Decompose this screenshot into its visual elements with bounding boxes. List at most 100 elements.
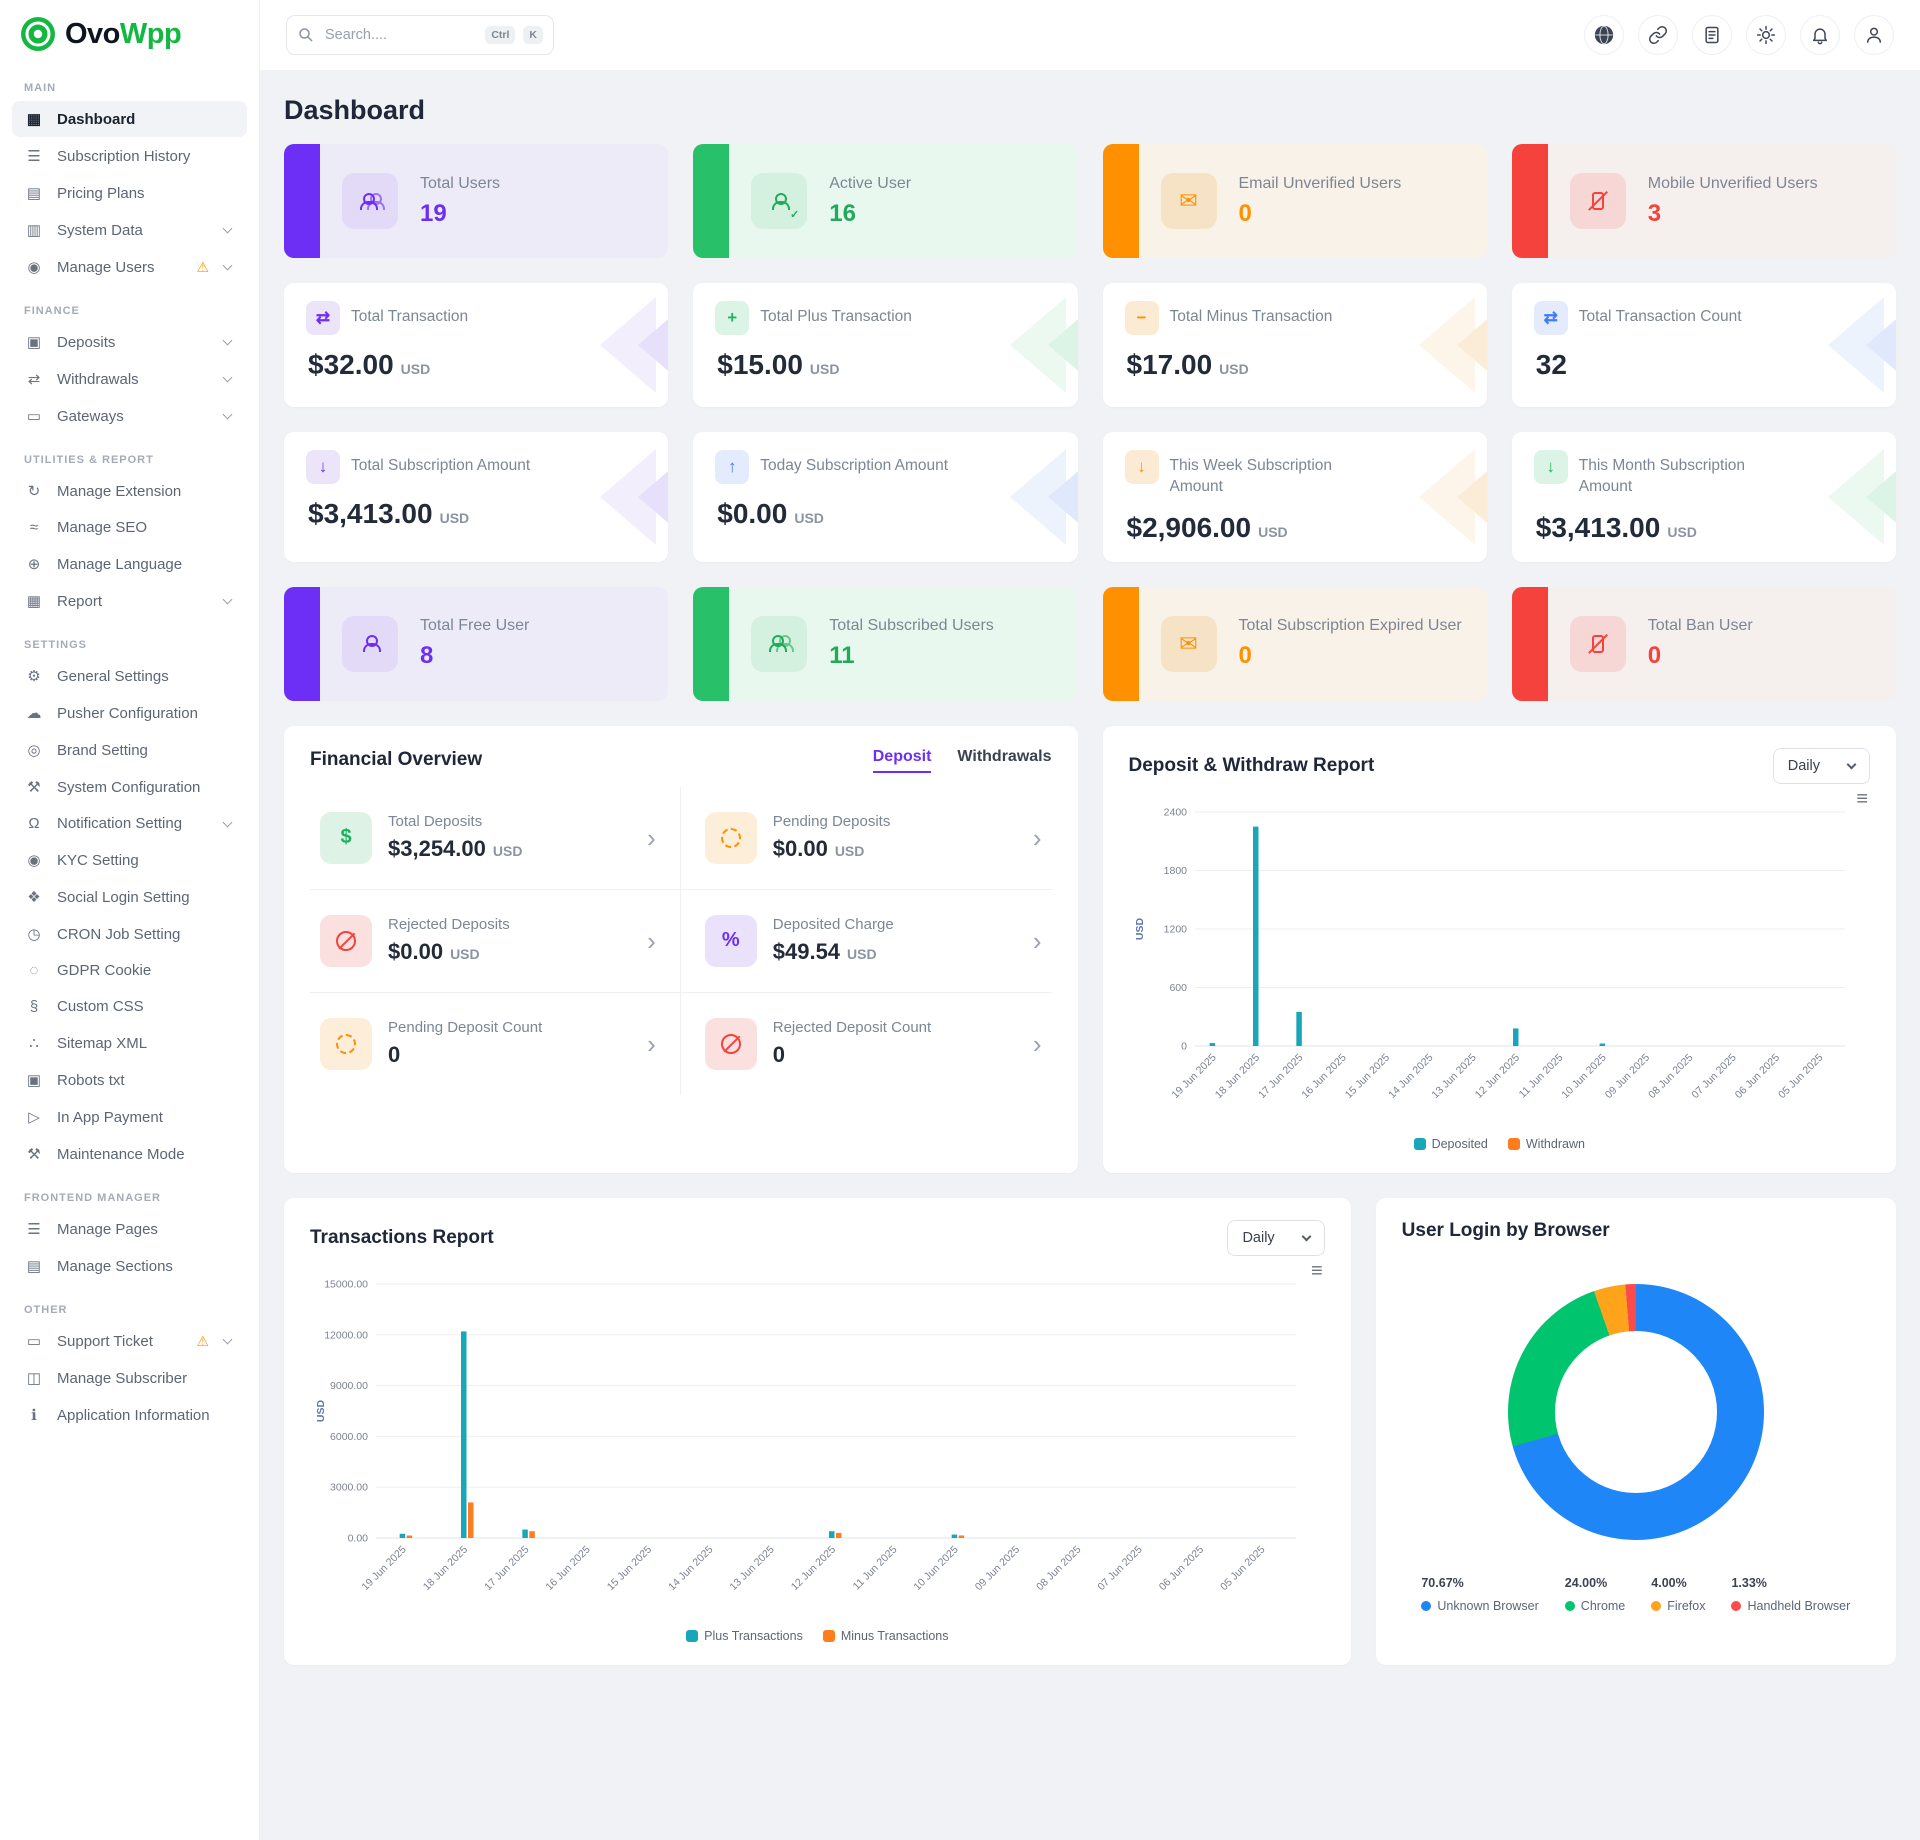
stat-card-label: Total Subscription Expired User (1238, 617, 1462, 635)
stat-card-total-subscription-amount[interactable]: ↓ Total Subscription Amount $3,413.00 USD (284, 432, 669, 562)
stat-card-total-transaction-count[interactable]: ⇄ Total Transaction Count 32 (1511, 283, 1896, 407)
legend-label: Withdrawn (1525, 1136, 1585, 1151)
stat-card-top: ↑ Today Subscription Amount (715, 450, 1055, 484)
stat-card-today-subscription-amount[interactable]: ↑ Today Subscription Amount $0.00 USD (693, 432, 1078, 562)
sidebar-item-maintenance-mode[interactable]: ⚒ Maintenance Mode (12, 1136, 247, 1172)
stat-card-text: Total Ban User 0 (1648, 617, 1753, 670)
sidebar-item-application-information[interactable]: ℹ Application Information (12, 1397, 247, 1433)
stat-card-total-ban-user[interactable]: Total Ban User 0 (1511, 586, 1896, 701)
sidebar-item-deposits[interactable]: ▣ Deposits (12, 324, 247, 360)
sidebar-item-subscription-history[interactable]: ☰ Subscription History (12, 138, 247, 174)
system-data-icon: ▥ (26, 222, 42, 239)
chevron-right-icon: › (647, 1028, 656, 1059)
stat-card-top: ↓ Total Subscription Amount (306, 450, 646, 484)
sidebar-item-manage-subscriber[interactable]: ◫ Manage Subscriber (12, 1360, 247, 1396)
chevron-down-icon (222, 594, 233, 605)
stat-card-value: 32 (1535, 349, 1567, 380)
search-box[interactable]: Ctrl K (286, 15, 554, 55)
stat-card-this-week-subscription-amount[interactable]: ↓ This Week Subscription Amount $2,906.00 U… (1102, 432, 1487, 562)
stat-card-total-free-user[interactable]: Total Free User 8 (284, 586, 669, 701)
financial-item-rejected-deposit-count[interactable]: Rejected Deposit Count 0 › (681, 993, 1052, 1095)
sidebar-item-support-ticket[interactable]: ▭ Support Ticket ⚠ (12, 1323, 247, 1359)
sidebar-item-manage-seo[interactable]: ≈ Manage SEO (12, 510, 247, 545)
stat-card-total-minus-transaction[interactable]: − Total Minus Transaction $17.00 USD (1102, 283, 1487, 407)
globe-button[interactable] (1584, 15, 1624, 55)
sidebar-item-label: Application Information (57, 1406, 210, 1424)
deposit-withdraw-range-select[interactable]: Daily (1772, 747, 1870, 784)
sidebar-item-kyc-setting[interactable]: ◉ KYC Setting (12, 842, 247, 878)
sidebar-item-custom-css[interactable]: § Custom CSS (12, 989, 247, 1024)
sidebar-item-system-configuration[interactable]: ⚒ System Configuration (12, 769, 247, 805)
stat-row: ⇄ Total Transaction $32.00 USD + Total Plus T… (284, 283, 1896, 407)
sidebar-item-manage-users[interactable]: ◉ Manage Users ⚠ (12, 249, 247, 285)
currency-unit: USD (847, 946, 877, 963)
sidebar-item-brand-setting[interactable]: ◎ Brand Setting (12, 732, 247, 768)
stat-card-total-transaction[interactable]: ⇄ Total Transaction $32.00 USD (284, 283, 669, 407)
stat-card-total-plus-transaction[interactable]: + Total Plus Transaction $15.00 USD (693, 283, 1078, 407)
globe-icon (1594, 25, 1614, 45)
sidebar-item-gdpr-cookie[interactable]: ◌ GDPR Cookie (12, 953, 247, 988)
search-input[interactable] (323, 26, 478, 44)
sidebar-item-manage-language[interactable]: ⊕ Manage Language (12, 546, 247, 582)
pusher-configuration-icon: ☁ (26, 705, 42, 722)
stat-card-label: Total Subscription Amount (351, 457, 531, 474)
financial-item-total-deposits[interactable]: $ Total Deposits $3,254.00 USD › (310, 786, 681, 890)
sidebar-item-label: Manage Subscriber (57, 1369, 188, 1387)
language-button[interactable] (1692, 15, 1732, 55)
financial-item-deposited-charge[interactable]: % Deposited Charge $49.54 USD › (680, 890, 1052, 993)
stat-card-total-users[interactable]: Total Users 19 (284, 144, 669, 258)
stat-card-this-month-subscription-amount[interactable]: ↓ This Month Subscription Amount $3,413.00… (1511, 432, 1896, 562)
sidebar-item-label: System Configuration (57, 778, 201, 796)
sidebar-item-social-login-setting[interactable]: ❖ Social Login Setting (12, 879, 247, 915)
sidebar-item-cron-job-setting[interactable]: ◷ CRON Job Setting (12, 916, 247, 952)
svg-text:07 Jun 2025: 07 Jun 2025 (1689, 1051, 1738, 1100)
sidebar-item-label: In App Payment (57, 1108, 163, 1126)
subscription-history-icon: ☰ (27, 148, 41, 165)
svg-text:08 Jun 2025: 08 Jun 2025 (1646, 1051, 1695, 1100)
profile-button[interactable] (1854, 15, 1894, 55)
sidebar-item-general-settings[interactable]: ⚙ General Settings (12, 658, 247, 694)
sidebar-item-manage-sections[interactable]: ▤ Manage Sections (12, 1248, 247, 1284)
transactions-range-select[interactable]: Daily (1227, 1219, 1325, 1256)
stat-card-total-subscribed-users[interactable]: Total Subscribed Users 11 (693, 586, 1078, 701)
sidebar-item-manage-extension[interactable]: ↻ Manage Extension (12, 473, 247, 509)
stat-card-value: 3 (1647, 199, 1662, 227)
sidebar-item-robots-txt[interactable]: ▣ Robots txt (12, 1062, 247, 1098)
theme-button[interactable] (1746, 15, 1786, 55)
sidebar-item-gateways[interactable]: ▭ Gateways (12, 398, 247, 434)
sidebar-item-label: System Data (57, 221, 143, 239)
legend-dot (1651, 1600, 1662, 1611)
link-button[interactable] (1638, 15, 1678, 55)
sidebar-item-report[interactable]: ▦ Report (12, 583, 247, 619)
brand[interactable]: OvoWpp (0, 0, 259, 62)
notifications-button[interactable] (1800, 15, 1840, 55)
accent-strip (284, 586, 320, 701)
stat-card-value: $2,906.00 USD (1126, 511, 1288, 543)
manage-pages-icon: ☰ (27, 1221, 41, 1238)
stat-card-email-unverified-users[interactable]: ✉ Email Unverified Users 0 (1102, 144, 1487, 258)
chart-menu-icon[interactable]: ≡ (1311, 1259, 1323, 1282)
sidebar-item-pusher-configuration[interactable]: ☁ Pusher Configuration (12, 695, 247, 731)
legend-swatch (822, 1629, 835, 1642)
financial-item-rejected-deposits[interactable]: Rejected Deposits $0.00 USD › (310, 889, 681, 993)
financial-item-pending-deposits[interactable]: Pending Deposits $0.00 USD › (680, 787, 1052, 890)
tab-withdrawals[interactable]: Withdrawals (957, 747, 1052, 765)
sidebar-item-withdrawals[interactable]: ⇄ Withdrawals (12, 361, 247, 397)
sidebar-item-sitemap-xml[interactable]: ∴ Sitemap XML (12, 1025, 247, 1061)
sidebar-item-pricing-plans[interactable]: ▤ Pricing Plans (12, 175, 247, 211)
sidebar-item-manage-pages[interactable]: ☰ Manage Pages (12, 1211, 247, 1247)
legend-item: Minus Transactions (822, 1629, 949, 1643)
stat-card-mobile-unverified-users[interactable]: Mobile Unverified Users 3 (1511, 144, 1896, 258)
sidebar-item-system-data[interactable]: ▥ System Data (12, 212, 247, 248)
tab-deposit[interactable]: Deposit (872, 748, 932, 773)
sidebar-item-notification-setting[interactable]: Ω Notification Setting (12, 806, 247, 841)
sidebar-item-in-app-payment[interactable]: ▷ In App Payment (12, 1099, 247, 1135)
sidebar-item-dashboard[interactable]: ▦ Dashboard (12, 101, 247, 137)
manage-subscriber-icon: ◫ (26, 1370, 42, 1387)
legend-swatch (686, 1629, 699, 1642)
financial-item-pending-deposit-count[interactable]: Pending Deposit Count 0 › (310, 992, 681, 1095)
stat-card-active-user[interactable]: ✓ Active User 16 (693, 144, 1078, 258)
stat-card-total-subscription-expired-user[interactable]: ✉ Total Subscription Expired User 0 (1102, 586, 1487, 701)
svg-text:05 Jun 2025: 05 Jun 2025 (1776, 1051, 1825, 1100)
chart-menu-icon[interactable]: ≡ (1856, 787, 1868, 810)
